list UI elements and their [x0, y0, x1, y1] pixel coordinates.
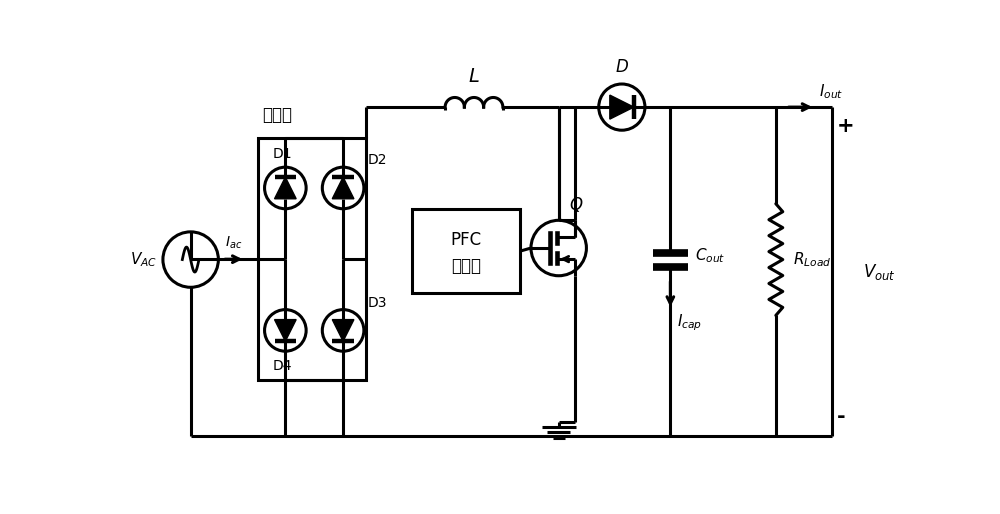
Text: $C_{out}$: $C_{out}$ — [695, 246, 725, 265]
Polygon shape — [332, 177, 354, 199]
Text: $I_{ac}$: $I_{ac}$ — [225, 235, 242, 251]
Text: PFC: PFC — [451, 231, 482, 249]
Polygon shape — [275, 177, 296, 199]
Bar — [258, 138, 366, 380]
Bar — [412, 209, 520, 293]
Text: $R_{Load}$: $R_{Load}$ — [793, 250, 831, 269]
Text: $V_{out}$: $V_{out}$ — [863, 262, 896, 282]
Text: D4: D4 — [273, 359, 292, 373]
Text: D: D — [615, 58, 628, 76]
Text: D2: D2 — [368, 153, 387, 167]
Text: Q: Q — [569, 196, 582, 214]
Polygon shape — [332, 320, 354, 341]
Text: -: - — [837, 407, 845, 427]
Text: $I_{cap}$: $I_{cap}$ — [677, 312, 702, 333]
Text: 整流桥: 整流桥 — [262, 106, 292, 124]
Polygon shape — [275, 320, 296, 341]
Text: D3: D3 — [368, 296, 387, 309]
Text: D1: D1 — [272, 147, 292, 161]
Text: $V_{AC}$: $V_{AC}$ — [130, 250, 157, 269]
Text: $I_{out}$: $I_{out}$ — [819, 82, 843, 101]
Text: L: L — [469, 66, 479, 85]
Text: +: + — [837, 116, 854, 136]
Text: 控制器: 控制器 — [451, 258, 481, 276]
Polygon shape — [610, 95, 634, 119]
